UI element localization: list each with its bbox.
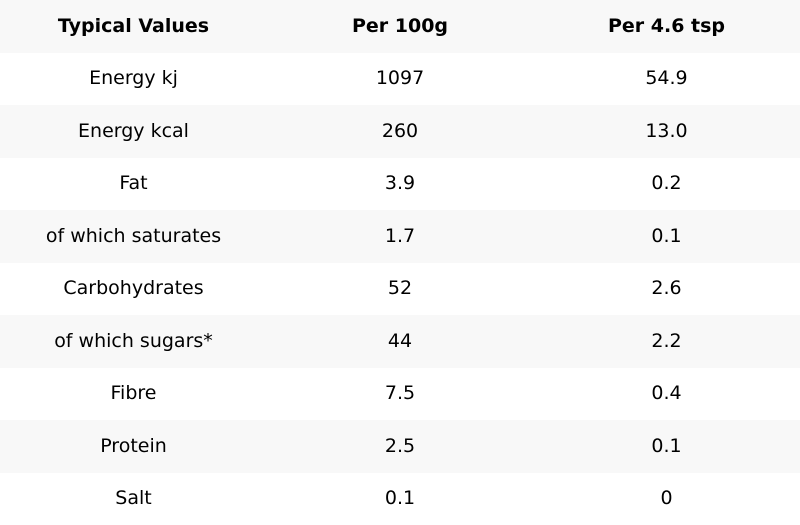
value-per-100g: 44 [387,329,413,352]
value-per-100g: 0.1 [384,487,416,510]
nutrient-name: of which sugars* [54,329,213,352]
nutrient-name: Fat [119,172,148,195]
header-per-serving: Per 4.6 tsp [607,14,726,37]
value-per-serving: 0.4 [651,382,682,405]
nutrient-name: Protein [100,434,167,457]
value-per-serving: 0.1 [651,224,682,247]
value-per-100g: 260 [381,119,419,142]
table-row: Fibre 7.5 0.4 [0,367,800,420]
table-header-row: Typical Values Per 100g Per 4.6 tsp [0,0,800,53]
table-row: Fat 3.9 0.2 [0,157,800,210]
nutrient-name: Salt [115,487,152,510]
header-per-100g: Per 100g [351,14,449,37]
nutrient-name: of which saturates [45,224,222,247]
value-per-100g: 3.9 [384,172,416,195]
value-per-serving: 2.2 [651,329,682,352]
value-per-serving: 0.1 [651,434,682,457]
value-per-100g: 7.5 [384,382,416,405]
header-typical-values: Typical Values [57,14,210,37]
nutrient-name: Fibre [110,382,157,405]
nutrient-name: Energy kcal [78,119,189,142]
value-per-serving: 13.0 [645,119,688,142]
nutrient-name: Carbohydrates [63,277,204,300]
value-per-100g: 1097 [375,67,425,90]
table-row: of which saturates 1.7 0.1 [0,210,800,263]
value-per-100g: 1.7 [384,224,416,247]
table-row: Carbohydrates 52 2.6 [0,262,800,315]
value-per-100g: 2.5 [384,434,416,457]
value-per-serving: 0.2 [651,172,682,195]
table-row: Protein 2.5 0.1 [0,420,800,473]
table-row: of which sugars* 44 2.2 [0,315,800,368]
value-per-serving: 2.6 [651,277,682,300]
table-row: Salt 0.1 0 [0,472,800,525]
value-per-100g: 52 [387,277,413,300]
nutrient-name: Energy kj [89,67,178,90]
value-per-serving: 0 [660,487,673,510]
value-per-serving: 54.9 [645,67,688,90]
table-row: Energy kcal 260 13.0 [0,105,800,158]
table-row: Energy kj 1097 54.9 [0,52,800,105]
